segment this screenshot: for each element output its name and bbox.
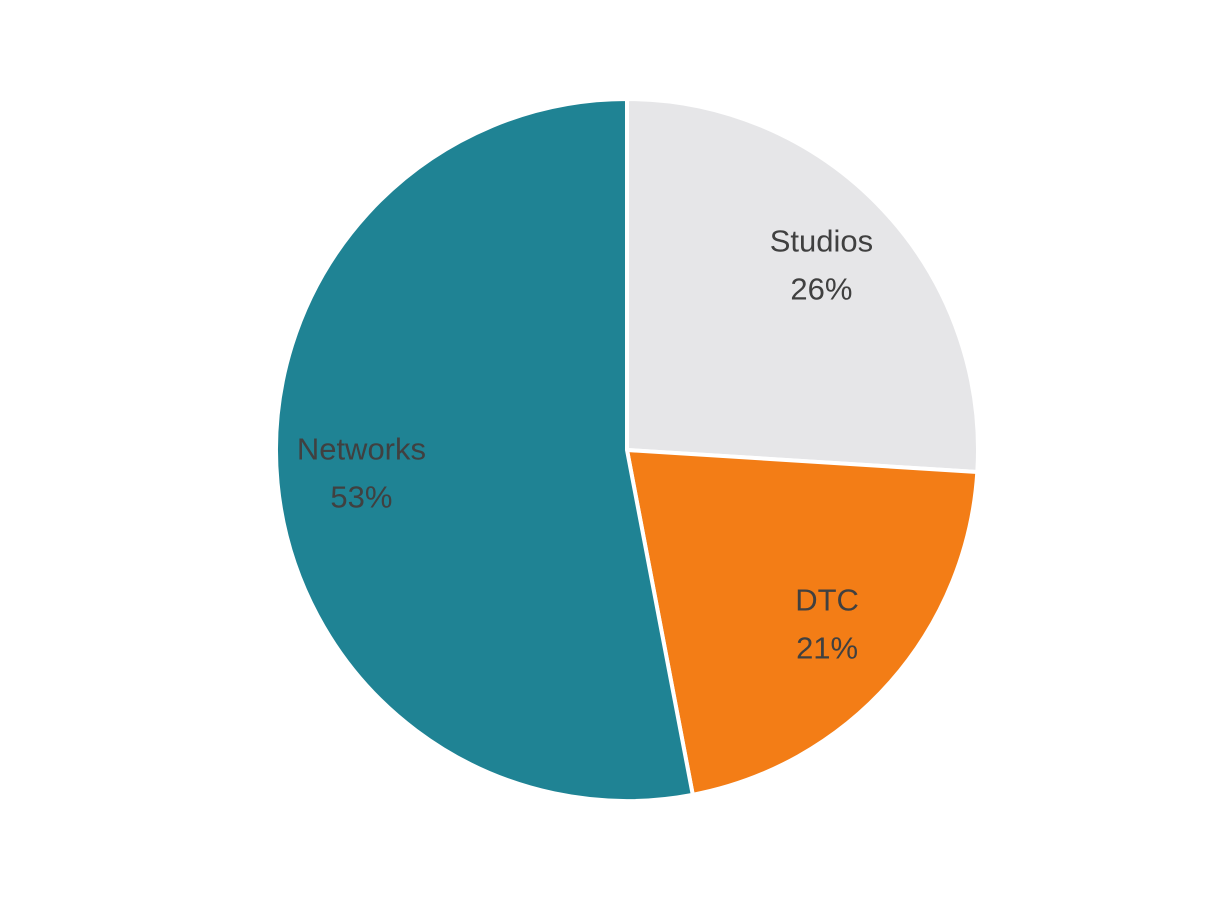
slice-label: Studios (770, 224, 873, 259)
slice-value-label: 26% (790, 272, 852, 307)
slice-value-label: 53% (330, 479, 392, 514)
pie-slice (274, 96, 696, 803)
slice-label: Networks (297, 431, 426, 466)
slice-value-label: 21% (796, 631, 858, 666)
pie-slice (624, 447, 980, 798)
pie-slice (625, 96, 980, 475)
slice-label: DTC (795, 583, 859, 618)
